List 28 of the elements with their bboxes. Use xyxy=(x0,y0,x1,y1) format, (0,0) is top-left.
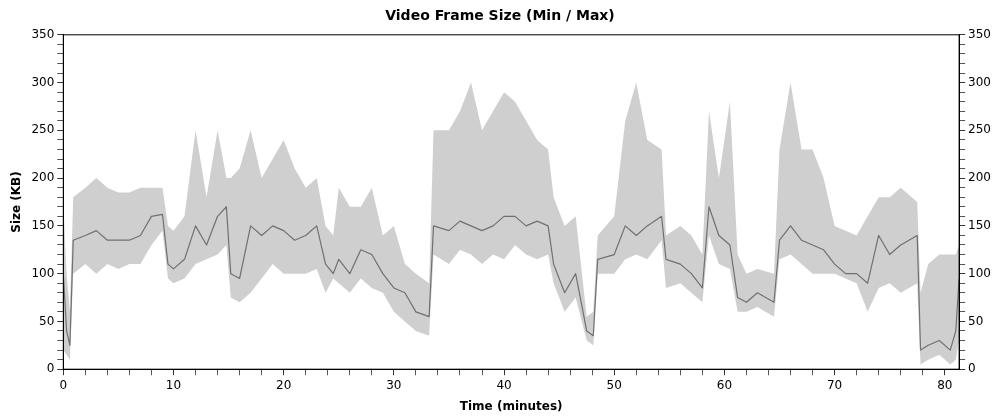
y2-tick-label: 350 xyxy=(968,26,991,41)
x-tick-label: 0 xyxy=(59,377,68,392)
x-tick-label: 30 xyxy=(386,377,402,392)
y2-tick-label: 150 xyxy=(968,218,991,233)
y-axis-title: Size (KB) xyxy=(9,171,24,233)
x-tick-label: 20 xyxy=(276,377,292,392)
y-tick-label: 250 xyxy=(31,122,55,137)
y2-tick-label: 300 xyxy=(968,74,991,89)
y2-tick-label: 50 xyxy=(968,313,984,328)
y-tick-label: 350 xyxy=(31,26,55,41)
x-tick-label: 60 xyxy=(716,377,733,392)
x-tick-label: 50 xyxy=(606,377,622,392)
x-tick-label: 80 xyxy=(937,377,953,392)
x-tick-label: 40 xyxy=(496,377,512,392)
x-tick-label: 10 xyxy=(165,377,182,392)
y2-tick-label: 250 xyxy=(968,122,991,137)
y-tick-label: 150 xyxy=(31,218,55,233)
y2-tick-label: 100 xyxy=(968,265,991,280)
y-tick-label: 50 xyxy=(39,313,55,328)
x-tick-label: 70 xyxy=(826,377,843,392)
y2-tick-label: 200 xyxy=(968,170,991,185)
y2-tick-label: 0 xyxy=(968,361,976,376)
y-tick-label: 0 xyxy=(46,361,55,376)
y-tick-label: 300 xyxy=(31,74,55,89)
x-axis-title: Time (minutes) xyxy=(459,398,563,413)
y-tick-label: 200 xyxy=(31,170,55,185)
chart-title: Video Frame Size (Min / Max) xyxy=(385,7,615,24)
y-tick-label: 100 xyxy=(31,265,55,280)
